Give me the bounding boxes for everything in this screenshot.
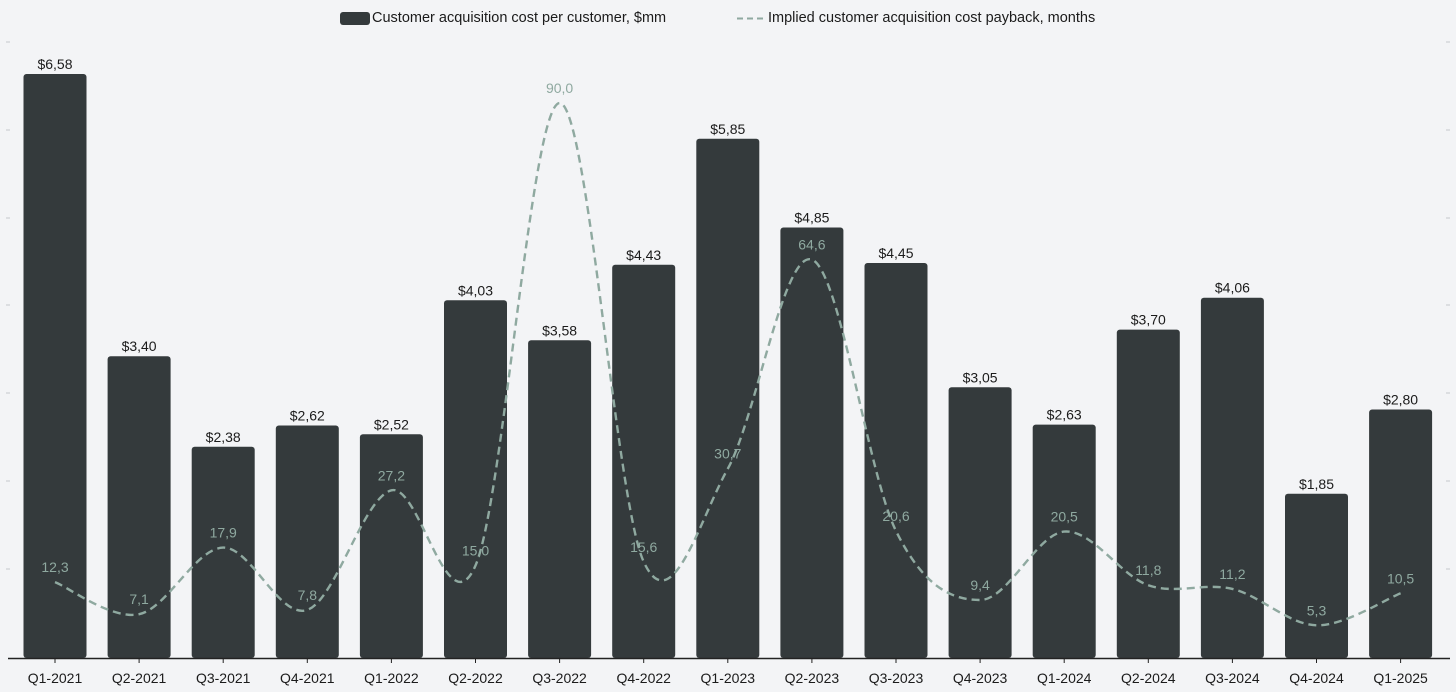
bar-value-label: $4,43 [626, 247, 661, 263]
bar [107, 356, 171, 658]
line-value-label: 7,8 [298, 587, 318, 603]
x-tick-label: Q2-2021 [112, 670, 167, 686]
payback-line [54, 101, 1402, 627]
bar [948, 387, 1012, 658]
bar [612, 264, 676, 658]
x-tick-label: Q4-2021 [280, 670, 335, 686]
bar [359, 434, 423, 658]
bar [528, 340, 592, 658]
x-tick-label: Q2-2022 [448, 670, 503, 686]
legend: Customer acquisition cost per customer, … [0, 8, 1456, 30]
line-value-label: 20,5 [1051, 509, 1078, 525]
line-value-label: 15,0 [462, 543, 489, 559]
legend-item-bar-series: Customer acquisition cost per customer, … [340, 8, 666, 28]
bar-value-label: $4,06 [1215, 280, 1250, 296]
bar-series [23, 74, 1433, 659]
line-value-label: 7,1 [129, 591, 149, 607]
x-tick-label: Q1-2023 [701, 670, 756, 686]
x-tick-label: Q1-2024 [1037, 670, 1092, 686]
bar [1369, 409, 1433, 658]
x-tick-label: Q4-2023 [953, 670, 1008, 686]
x-tick-label: Q2-2023 [785, 670, 840, 686]
bar [23, 74, 87, 658]
legend-bar-swatch [340, 11, 370, 25]
x-tick-label: Q3-2023 [869, 670, 924, 686]
bar-value-label: $5,85 [710, 121, 745, 137]
bar-value-label: $6,58 [37, 56, 72, 72]
x-tick-label: Q1-2021 [28, 670, 83, 686]
bar [696, 138, 760, 659]
x-tick-label: Q3-2022 [532, 670, 587, 686]
bar [1116, 329, 1180, 658]
bar-value-label: $3,70 [1131, 312, 1166, 328]
bar-value-label: $2,63 [1047, 407, 1082, 423]
bar [191, 446, 255, 658]
line-value-label: 27,2 [378, 467, 405, 483]
bar-value-label: $4,03 [458, 282, 493, 298]
bar [1200, 297, 1264, 658]
legend-item-line-series: Implied customer acquisition cost paybac… [736, 8, 1095, 28]
bar-value-label: $2,62 [290, 408, 325, 424]
line-value-label: 11,8 [1135, 562, 1161, 578]
line-value-label: 5,3 [1307, 602, 1327, 618]
line-value-label: 20,6 [882, 508, 909, 524]
x-tick-label: Q4-2024 [1289, 670, 1344, 686]
bar-value-label: $4,45 [878, 245, 913, 261]
bar-value-label: $4,85 [794, 210, 829, 226]
legend-line-swatch [737, 17, 765, 19]
bar-value-label: $3,58 [542, 322, 577, 338]
legend-label-line: Implied customer acquisition cost paybac… [768, 10, 1096, 26]
x-tick-label: Q1-2022 [364, 670, 419, 686]
bar-value-label: $2,52 [374, 416, 409, 432]
bar-value-label: $2,38 [206, 429, 241, 445]
bar-value-label: $1,85 [1299, 476, 1334, 492]
bar [1032, 424, 1096, 658]
line-value-label: 15,6 [630, 539, 657, 555]
bar [780, 227, 844, 658]
x-tick-label: Q4-2022 [616, 670, 671, 686]
line-value-label: 90,0 [546, 80, 573, 96]
x-tick-label: Q3-2024 [1205, 670, 1260, 686]
line-value-label: 30,7 [714, 446, 741, 462]
line-value-label: 17,9 [210, 525, 237, 541]
x-tick-label: Q2-2024 [1121, 670, 1176, 686]
line-value-label: 9,4 [970, 577, 990, 593]
bar-value-label: $3,05 [963, 369, 998, 385]
legend-label-bar: Customer acquisition cost per customer, … [372, 10, 667, 26]
bar [444, 300, 507, 658]
line-value-label: 10,5 [1387, 570, 1414, 586]
bar-value-label: $3,40 [122, 338, 157, 354]
line-value-label: 11,2 [1219, 566, 1245, 582]
x-tick-label: Q1-2025 [1373, 670, 1428, 686]
bar [1285, 493, 1348, 658]
bar-value-label: $2,80 [1383, 392, 1418, 408]
x-tick-label: Q3-2021 [196, 670, 251, 686]
bar [275, 425, 339, 658]
line-value-label: 64,6 [798, 237, 825, 253]
line-value-label: 12,3 [41, 559, 68, 575]
